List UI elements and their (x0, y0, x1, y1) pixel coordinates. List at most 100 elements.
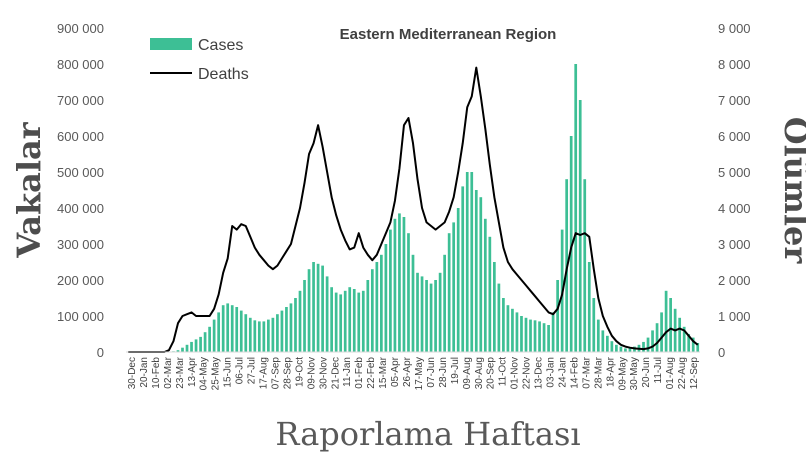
x-tick-label: 19-Jul (450, 357, 461, 384)
cases-bar (474, 190, 478, 352)
y-tick-label-left: 500 000 (57, 165, 104, 180)
cases-bar (267, 319, 270, 352)
x-tick-label: 27-Jul (247, 357, 258, 384)
x-tick-label: 13-Apr (187, 356, 198, 387)
x-tick-label: 17-Aug (259, 357, 270, 389)
cases-bar (420, 276, 424, 352)
x-tick-label: 07-Mar (581, 356, 592, 388)
cases-bar (655, 323, 659, 352)
x-tick-label: 30-Nov (318, 357, 329, 389)
x-tick-label: 19-Oct (294, 357, 305, 387)
cases-bar (230, 305, 234, 352)
cases-bar (289, 303, 293, 352)
y-tick-label-right: 5 000 (718, 165, 751, 180)
x-axis-title: Raporlama Haftası (275, 415, 580, 453)
cases-bar (348, 287, 352, 352)
cases-bar (529, 319, 532, 352)
x-tick-label: 11-Oct (498, 357, 509, 386)
cases-bar (615, 344, 618, 352)
x-tick-label: 28-Mar (593, 356, 604, 388)
x-tick-label: 09-Aug (462, 357, 473, 389)
cases-bar (447, 233, 451, 352)
legend: Cases Deaths (150, 37, 249, 83)
cases-bar (352, 289, 356, 352)
x-tick-label: 09-Nov (306, 357, 317, 389)
x-tick-label: 11-Jan (342, 357, 353, 387)
cases-bar (380, 254, 383, 352)
cases-bar (402, 217, 406, 352)
cases-bar (497, 283, 501, 352)
cases-bar (339, 294, 343, 352)
y-tick-label-right: 6 000 (718, 129, 751, 144)
y-tick-label-right: 3 000 (718, 237, 751, 252)
chart-title: Eastern Mediterranean Region (340, 26, 557, 43)
cases-bar (389, 229, 392, 352)
cases-bars (172, 64, 700, 352)
cases-bar (642, 341, 645, 352)
y-tick-label-right: 4 000 (718, 201, 751, 216)
x-tick-label: 17-May (414, 357, 425, 390)
x-tick-label: 20-Sep (486, 357, 497, 390)
cases-bar (687, 334, 691, 352)
cases-bar (298, 290, 302, 352)
y-tick-label-right: 8 000 (718, 57, 751, 72)
cases-bar (262, 321, 266, 352)
cases-bar (199, 336, 202, 352)
cases-bar (190, 341, 193, 352)
cases-bar (493, 262, 496, 352)
y-tick-label-left: 100 000 (57, 309, 104, 324)
cases-bar (361, 290, 365, 352)
cases-bar (461, 186, 465, 352)
y-axis-title-right: Ölümler (777, 117, 806, 265)
x-tick-label: 07-Jun (426, 357, 437, 388)
x-tick-label: 04-May (199, 357, 210, 390)
x-tick-label: 15-Jun (223, 357, 234, 388)
x-tick-label: 07-Sep (271, 357, 282, 390)
x-tick-label: 30-May (629, 357, 640, 390)
cases-bar (303, 280, 306, 352)
x-tick-label: 22-Aug (677, 357, 688, 389)
cases-bar (556, 280, 559, 352)
cases-bar (619, 346, 623, 352)
cases-bar (411, 254, 415, 352)
cases-bar (515, 312, 519, 352)
cases-bar (239, 310, 243, 352)
cases-bar (285, 307, 288, 352)
x-tick-label: 06-Jul (235, 357, 246, 384)
cases-bar (456, 208, 460, 352)
x-tick-label: 09-May (617, 357, 628, 390)
cases-bar (624, 348, 627, 352)
x-tick-label: 24-Jan (558, 357, 569, 388)
cases-bar (235, 307, 239, 352)
x-tick-label: 25-May (211, 357, 222, 390)
x-tick-label: 02-Mar (163, 356, 174, 388)
x-tick-label: 03-Jan (546, 357, 557, 388)
y-ticks-left: 0 100 000 200 000 300 000 400 000 500 000 600 … (57, 21, 104, 360)
cases-bar (429, 283, 433, 352)
x-tick-label: 20-Jan (139, 357, 150, 388)
x-tick-label: 20-Jun (641, 357, 652, 388)
cases-bar (483, 218, 487, 352)
cases-bar (221, 305, 225, 352)
y-tick-label-right: 0 (718, 345, 725, 360)
cases-bar (407, 233, 410, 352)
x-ticks: 30-Dec 20-Jan 10-Feb 02-Mar 23-Mar 13-Apr 04-M… (127, 356, 700, 390)
cases-bar (217, 312, 221, 352)
cases-bar (357, 292, 361, 352)
cases-bar (465, 172, 469, 352)
cases-bar (691, 337, 695, 352)
cases-bar (547, 325, 550, 352)
cases-bar (294, 298, 297, 352)
cases-bar (533, 320, 537, 352)
x-tick-label: 22-Feb (366, 357, 377, 389)
y-tick-label-left: 700 000 (57, 93, 104, 108)
x-tick-label: 05-Apr (390, 356, 401, 387)
cases-bar (312, 262, 315, 352)
cases-bar (511, 308, 514, 352)
x-tick-label: 30-Dec (127, 357, 138, 389)
legend-cases-label: Cases (198, 37, 243, 54)
cases-bar (276, 314, 279, 352)
cases-bar (370, 269, 374, 352)
x-tick-label: 28-Sep (282, 357, 293, 390)
